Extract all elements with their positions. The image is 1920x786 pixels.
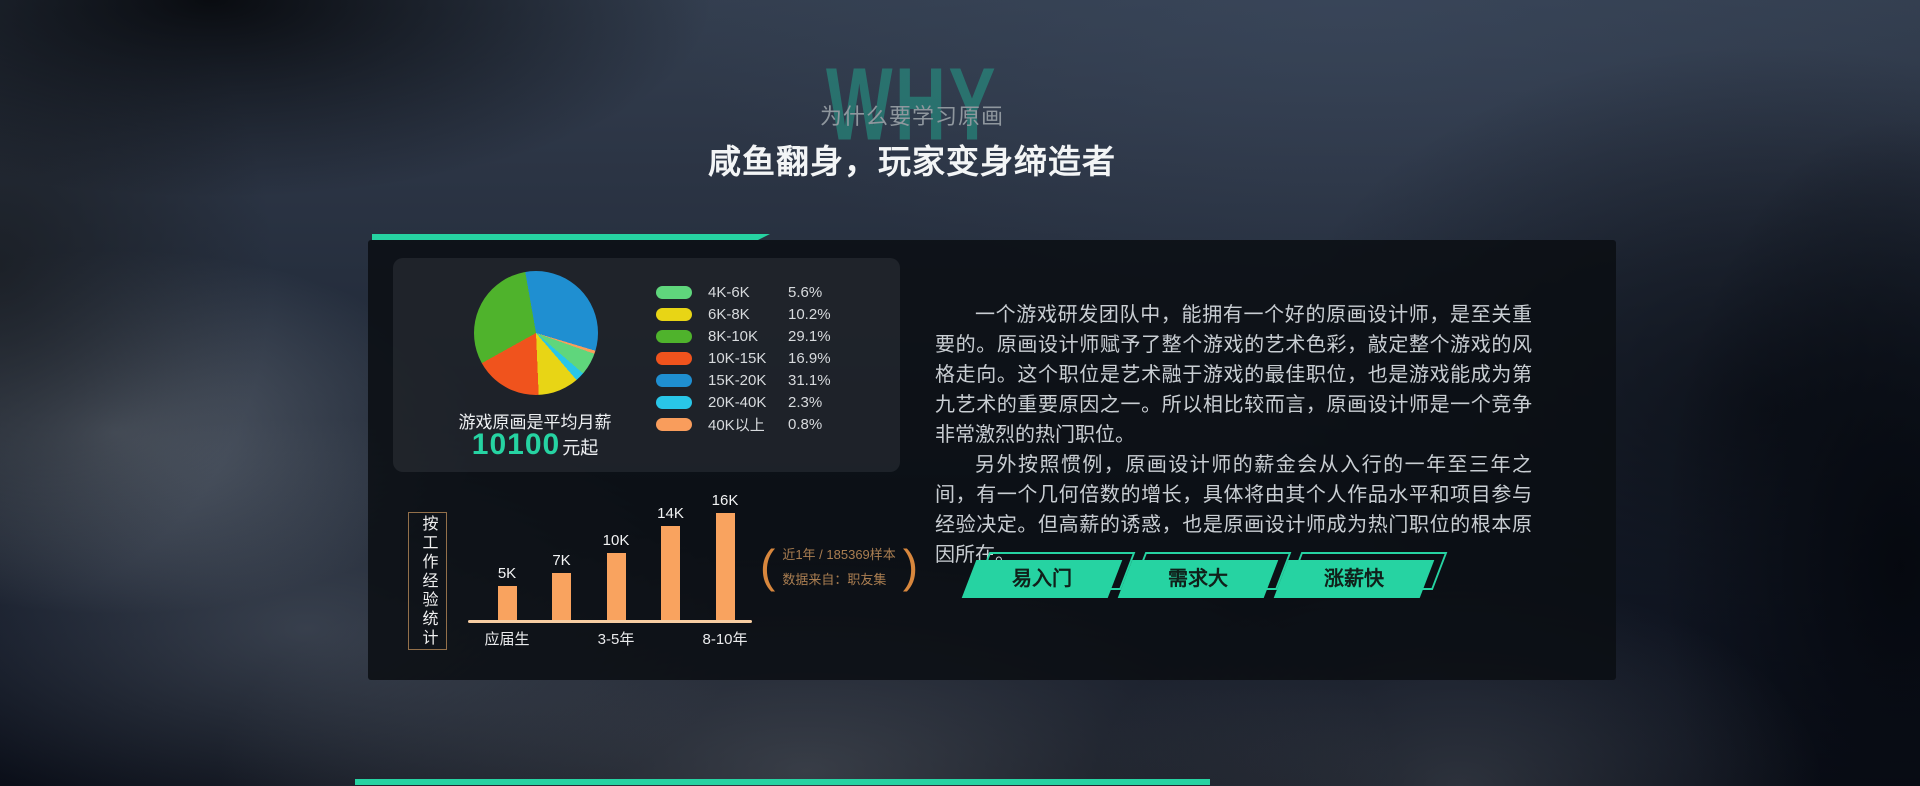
badge-label: 需求大: [1168, 568, 1228, 590]
x-axis-line: [468, 620, 752, 623]
legend-percent: 2.3%: [788, 394, 823, 411]
bar: [606, 553, 626, 620]
bar-value-label: 5K: [497, 565, 517, 582]
bar: [661, 526, 680, 620]
legend-label: 15K-20K: [708, 372, 767, 389]
badge-2[interactable]: 需求大: [1117, 560, 1279, 598]
description-paragraph-1: 一个游戏研发团队中，能拥有一个好的原画设计师，是至关重要的。原画设计师赋予了整个…: [935, 304, 1532, 446]
legend-row: 4K-6K 5.6%: [656, 284, 831, 301]
average-salary-value: 10100: [471, 428, 561, 461]
legend-swatch: [656, 418, 692, 431]
salary-pie: [474, 271, 598, 395]
legend-row: 20K-40K 2.3%: [656, 394, 831, 411]
legend-label: 4K-6K: [708, 284, 750, 301]
bar-group: 7K: [540, 552, 584, 620]
badges-row: 易入门 需求大 涨薪快: [961, 560, 1435, 598]
legend-swatch: [656, 374, 692, 387]
legend-row: 10K-15K 16.9%: [656, 350, 831, 367]
badge-1[interactable]: 易入门: [961, 560, 1123, 598]
bottom-accent-line: [355, 779, 1210, 785]
info-panel: 游戏原画是平均月薪 10100 元起 4K-6K 5.6% 6K-8K 10.2% 8K…: [368, 240, 1616, 680]
section-subtitle: 为什么要学习原画: [819, 104, 1004, 129]
bar-group: 5K: [485, 565, 529, 620]
bar-value-label: 7K: [552, 552, 571, 569]
legend-row: 8K-10K 29.1%: [656, 328, 831, 345]
legend-swatch: [656, 352, 692, 365]
note-lines: 近1年 / 185369样本 数据来自：职友集: [782, 544, 895, 588]
note-line-1: 近1年 / 185369样本: [782, 547, 896, 562]
legend-label: 8K-10K: [708, 328, 759, 345]
x-axis-label: 应届生: [484, 631, 530, 648]
bar: [552, 573, 571, 620]
experience-bars: 5K 7K 10K 14K 16K: [485, 490, 747, 620]
x-axis-label: 3-5年: [597, 631, 635, 648]
legend-percent: 16.9%: [788, 350, 831, 367]
legend-swatch: [656, 308, 692, 321]
badge-3[interactable]: 涨薪快: [1273, 560, 1435, 598]
bar-group: 10K: [594, 532, 638, 620]
bar: [497, 586, 517, 620]
note-line-2: 数据来自：职友集: [782, 572, 887, 587]
experience-chart-side-label: 按工作经验统计: [408, 512, 447, 650]
legend-swatch: [656, 330, 692, 343]
legend-percent: 29.1%: [788, 328, 831, 345]
legend-row: 6K-8K 10.2%: [656, 306, 831, 323]
legend-row: 40K以上 0.8%: [656, 416, 831, 434]
legend-swatch: [656, 396, 692, 409]
experience-x-labels: 应届生 3-5年 8-10年: [472, 628, 760, 649]
bar-value-label: 10K: [602, 532, 630, 549]
salary-suffix: 元起: [562, 438, 599, 458]
bar-value-label: 16K: [711, 492, 739, 509]
legend-row: 15K-20K 31.1%: [656, 372, 831, 389]
pie-value-row: 10100 元起: [393, 428, 677, 462]
legend-label: 40K以上: [708, 417, 765, 434]
badge-label: 易入门: [1012, 568, 1072, 590]
legend-label: 20K-40K: [708, 394, 767, 411]
description-text: 一个游戏研发团队中，能拥有一个好的原画设计师，是至关重要的。原画设计师赋予了整个…: [935, 300, 1532, 570]
legend-swatch: [656, 286, 692, 299]
pie-legend: 4K-6K 5.6% 6K-8K 10.2% 8K-10K 29.1% 10K-15K 16.…: [656, 284, 831, 434]
ghost-title: WHY: [826, 47, 998, 163]
bar-value-label: 14K: [657, 505, 684, 522]
bar-group: 14K: [649, 505, 693, 620]
open-paren: (: [760, 540, 776, 592]
bar: [715, 513, 735, 620]
legend-label: 10K-15K: [708, 350, 767, 367]
legend-percent: 0.8%: [788, 416, 823, 433]
side-label-text: 按工作经验统计: [419, 514, 437, 648]
pie-caption: 游戏原画是平均月薪: [458, 413, 612, 432]
close-paren: ): [902, 540, 919, 592]
bar-group: 16K: [703, 492, 747, 620]
legend-percent: 5.6%: [788, 284, 823, 301]
salary-distribution-card: 游戏原画是平均月薪 10100 元起 4K-6K 5.6% 6K-8K 10.2% 8K…: [393, 258, 900, 472]
x-axis-label: 8-10年: [702, 631, 748, 648]
legend-percent: 31.1%: [788, 372, 831, 389]
legend-label: 6K-8K: [708, 306, 750, 323]
section-title: 咸鱼翻身，玩家变身缔造者: [708, 143, 1116, 180]
panel-accent-line: [372, 234, 770, 240]
badge-label: 涨薪快: [1324, 568, 1384, 590]
legend-percent: 10.2%: [788, 306, 831, 323]
hero-section: WHY 为什么要学习原画 咸鱼翻身，玩家变身缔造者: [0, 0, 1824, 200]
data-source-note: ( 近1年 / 185369样本 数据来自：职友集 ): [760, 543, 930, 589]
